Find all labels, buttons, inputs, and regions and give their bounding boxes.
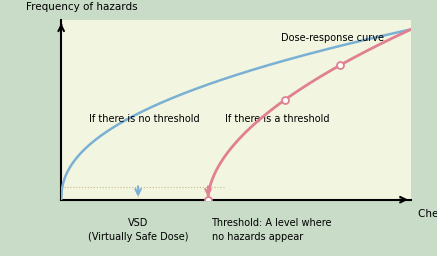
Text: Chemical exposure: Chemical exposure <box>418 209 437 219</box>
Text: Frequency of hazards: Frequency of hazards <box>26 2 138 12</box>
Text: Threshold: A level where: Threshold: A level where <box>212 218 332 228</box>
Text: If there is a threshold: If there is a threshold <box>225 114 330 124</box>
Text: Dose-response curve: Dose-response curve <box>281 33 385 44</box>
Text: If there is no threshold: If there is no threshold <box>89 114 200 124</box>
Text: VSD: VSD <box>128 218 148 228</box>
Text: no hazards appear: no hazards appear <box>212 232 303 242</box>
Text: (Virtually Safe Dose): (Virtually Safe Dose) <box>88 232 188 242</box>
